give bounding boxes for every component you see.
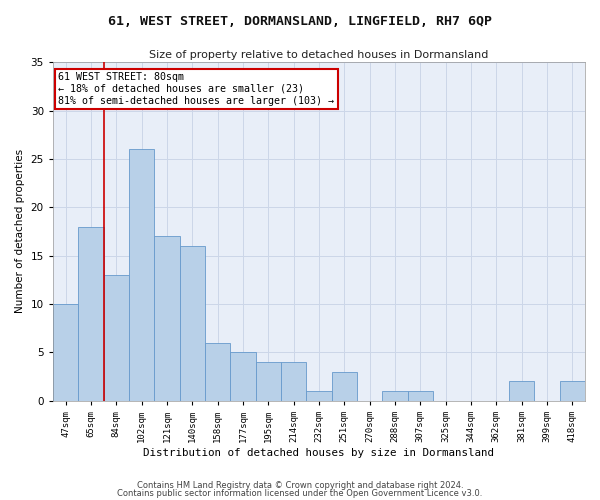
Bar [205, 342, 230, 400]
Bar [256, 362, 281, 401]
Bar [509, 382, 535, 400]
Text: 61, WEST STREET, DORMANSLAND, LINGFIELD, RH7 6QP: 61, WEST STREET, DORMANSLAND, LINGFIELD,… [108, 15, 492, 28]
Bar [332, 372, 357, 400]
Bar [154, 236, 179, 400]
Bar [281, 362, 306, 401]
Bar [407, 391, 433, 400]
X-axis label: Distribution of detached houses by size in Dormansland: Distribution of detached houses by size … [143, 448, 494, 458]
Text: Contains HM Land Registry data © Crown copyright and database right 2024.: Contains HM Land Registry data © Crown c… [137, 481, 463, 490]
Bar [306, 391, 332, 400]
Bar [230, 352, 256, 401]
Bar [382, 391, 407, 400]
Text: 61 WEST STREET: 80sqm
← 18% of detached houses are smaller (23)
81% of semi-deta: 61 WEST STREET: 80sqm ← 18% of detached … [58, 72, 334, 106]
Title: Size of property relative to detached houses in Dormansland: Size of property relative to detached ho… [149, 50, 488, 60]
Y-axis label: Number of detached properties: Number of detached properties [15, 150, 25, 314]
Bar [129, 149, 154, 401]
Bar [53, 304, 78, 400]
Bar [179, 246, 205, 400]
Text: Contains public sector information licensed under the Open Government Licence v3: Contains public sector information licen… [118, 488, 482, 498]
Bar [560, 382, 585, 400]
Bar [104, 275, 129, 400]
Bar [78, 226, 104, 400]
